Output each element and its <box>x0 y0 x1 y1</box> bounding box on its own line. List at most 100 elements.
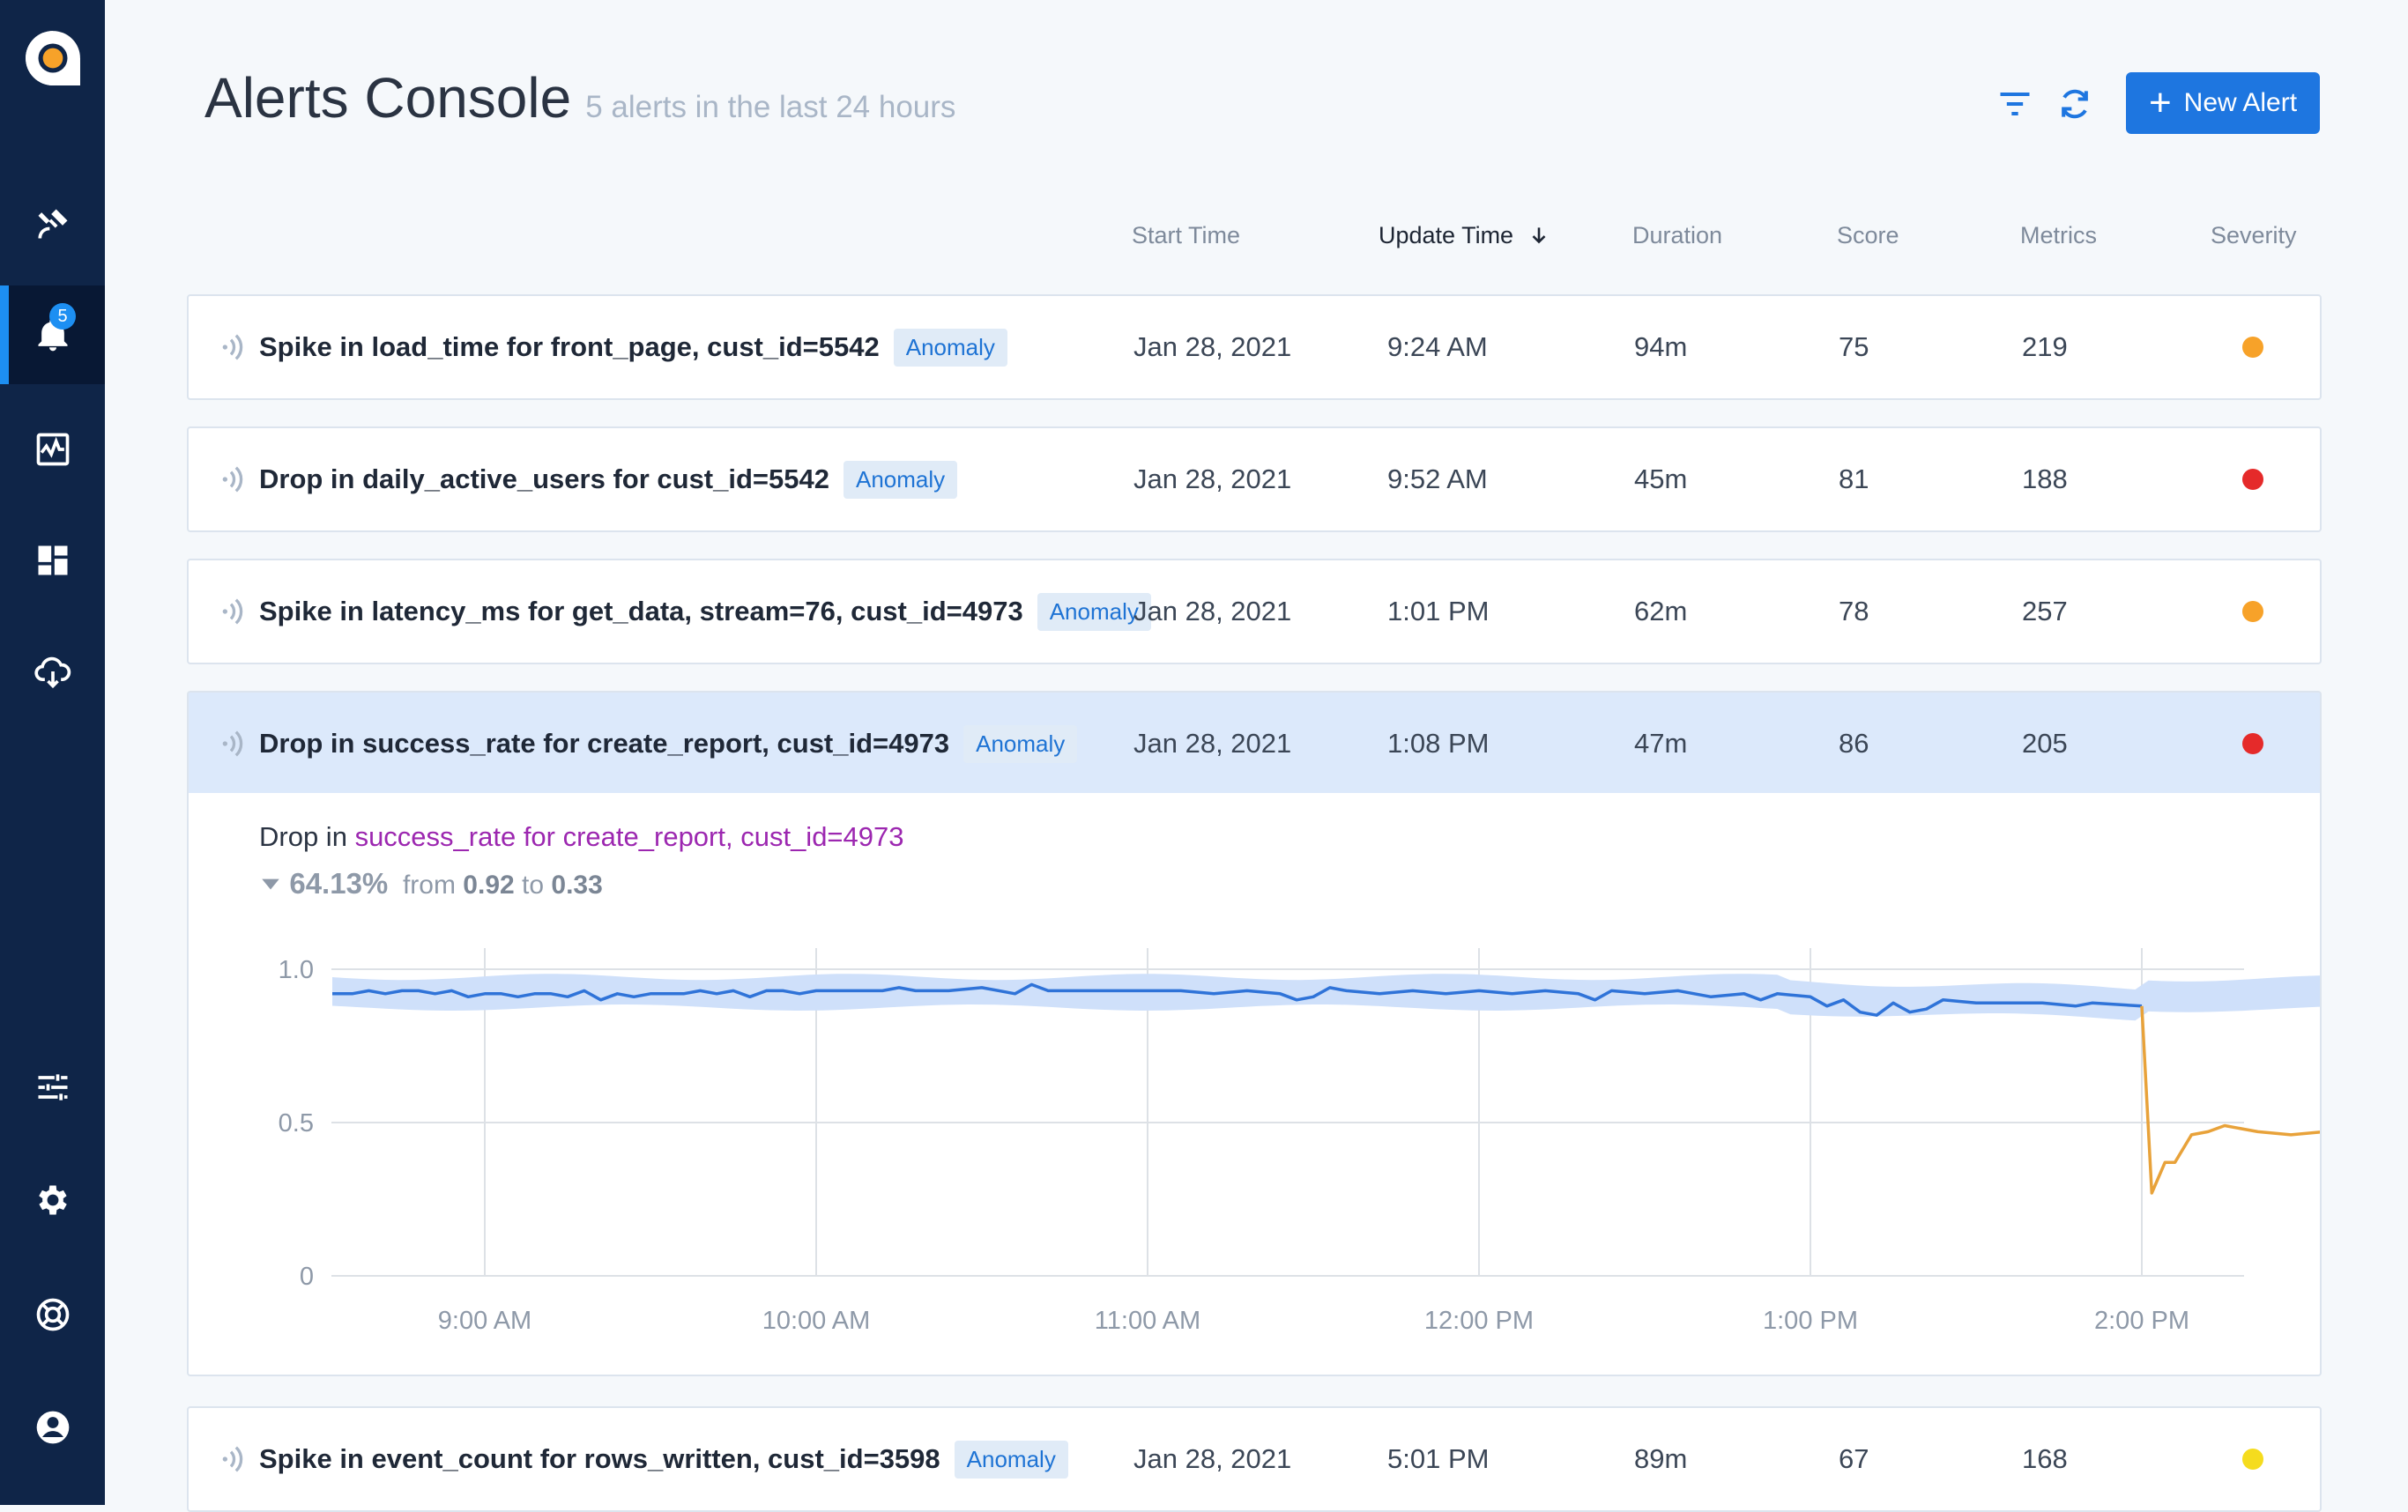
new-alert-button[interactable]: + New Alert <box>2126 72 2320 134</box>
column-duration[interactable]: Duration <box>1632 222 1723 248</box>
detail-prefix: Drop in <box>259 821 347 852</box>
alert-name-text: Spike in latency_ms for get_data, stream… <box>259 596 1023 626</box>
score: 86 <box>1839 728 1869 759</box>
new-alert-label: New Alert <box>2183 88 2298 117</box>
detail-title: Drop in success_rate for create_report, … <box>259 821 904 853</box>
x-tick-label: 1:00 PM <box>1763 1307 1858 1335</box>
signal-icon <box>222 598 243 625</box>
alert-row[interactable]: Drop in success_rate for create_report, … <box>187 691 2322 795</box>
severity-dot <box>2242 1449 2263 1470</box>
activity-icon <box>36 433 69 466</box>
change-percent: 64.13% <box>289 867 389 900</box>
plus-icon: + <box>2148 81 2172 124</box>
alert-detail-panel: Drop in success_rate for create_report, … <box>187 793 2322 1376</box>
column-metrics[interactable]: Metrics <box>2020 222 2097 248</box>
signal-icon <box>222 730 243 757</box>
start-time: Jan 28, 2021 <box>1133 728 1292 759</box>
column-update-time-label: Update Time <box>1379 222 1514 248</box>
duration: 94m <box>1634 331 1688 362</box>
signal-icon <box>222 1446 243 1472</box>
score: 81 <box>1839 463 1869 494</box>
alert-row[interactable]: Spike in event_count for rows_written, c… <box>187 1406 2322 1512</box>
y-tick-label: 1.0 <box>279 956 314 984</box>
column-severity[interactable]: Severity <box>2211 222 2297 248</box>
metrics-count: 219 <box>2022 331 2068 362</box>
nav-alerts[interactable]: 5 <box>0 285 105 384</box>
alert-name-text: Spike in event_count for rows_written, c… <box>259 1443 940 1474</box>
nav-upload[interactable] <box>0 622 105 721</box>
detail-metric[interactable]: success_rate for create_report, cust_id=… <box>354 821 904 852</box>
alert-name: Drop in success_rate for create_report, … <box>259 693 1078 795</box>
logo-icon <box>25 31 80 85</box>
update-time: 9:52 AM <box>1387 463 1488 494</box>
refresh-icon[interactable] <box>2055 85 2094 123</box>
signal-icon <box>222 334 243 360</box>
nav-help[interactable] <box>0 1265 105 1364</box>
page-title: Alerts Console <box>204 66 572 130</box>
severity-dot <box>2242 337 2263 358</box>
metric-line[interactable] <box>332 982 2143 1017</box>
user-icon <box>36 1411 69 1444</box>
x-tick-label: 9:00 AM <box>438 1307 531 1335</box>
success-rate-chart: 1.0 0.5 0 9:00 AM 10:00 AM 11:00 AM 12:00 PM 1:… <box>279 948 2320 1335</box>
start-time: Jan 28, 2021 <box>1133 331 1292 362</box>
alert-name: Spike in load_time for front_page, cust_… <box>259 296 1007 398</box>
from-value: 0.92 <box>463 871 515 900</box>
start-time: Jan 28, 2021 <box>1133 463 1292 494</box>
x-tick-label: 2:00 PM <box>2094 1307 2189 1335</box>
metrics-count: 188 <box>2022 463 2068 494</box>
metrics-count: 257 <box>2022 596 2068 626</box>
dashboard-icon <box>38 545 67 575</box>
x-tick-label: 12:00 PM <box>1424 1307 1534 1335</box>
duration: 47m <box>1634 728 1688 759</box>
nav-account[interactable] <box>0 1378 105 1477</box>
alert-name-text: Drop in daily_active_users for cust_id=5… <box>259 463 829 494</box>
triangle-down-icon <box>262 878 279 890</box>
severity-dot <box>2242 469 2263 490</box>
x-tick-label: 10:00 AM <box>762 1307 871 1335</box>
column-score[interactable]: Score <box>1837 222 1899 248</box>
alert-name-text: Spike in load_time for front_page, cust_… <box>259 331 880 362</box>
nav-metrics[interactable] <box>0 400 105 499</box>
gear-icon <box>38 1185 67 1215</box>
anomaly-tag: Anomaly <box>1037 592 1151 631</box>
metrics-count: 168 <box>2022 1443 2068 1474</box>
to-word: to <box>522 871 545 900</box>
update-time: 5:01 PM <box>1387 1443 1490 1474</box>
y-tick-label: 0 <box>300 1263 314 1291</box>
page-subtitle: 5 alerts in the last 24 hours <box>585 90 956 124</box>
alert-name: Drop in daily_active_users for cust_id=5… <box>259 428 958 530</box>
score: 75 <box>1839 331 1869 362</box>
logo[interactable] <box>0 9 105 107</box>
lifebuoy-icon <box>36 1298 69 1331</box>
nav-tune[interactable] <box>0 1038 105 1137</box>
anomaly-line[interactable] <box>2140 994 2320 1195</box>
to-value: 0.33 <box>551 871 603 900</box>
from-word: from <box>402 871 456 900</box>
alert-row[interactable]: Spike in load_time for front_page, cust_… <box>187 294 2322 400</box>
metrics-count: 205 <box>2022 728 2068 759</box>
alert-row[interactable]: Spike in latency_ms for get_data, stream… <box>187 559 2322 664</box>
sidebar: 5 <box>0 0 105 1505</box>
cloud-upload-icon <box>33 656 71 689</box>
alert-name-text: Drop in success_rate for create_report, … <box>259 728 950 759</box>
signal-icon <box>222 466 243 493</box>
duration: 89m <box>1634 1443 1688 1474</box>
duration: 62m <box>1634 596 1688 626</box>
update-time: 1:01 PM <box>1387 596 1490 626</box>
alert-row[interactable]: Drop in daily_active_users for cust_id=5… <box>187 426 2322 532</box>
column-start-time[interactable]: Start Time <box>1132 222 1241 248</box>
start-time: Jan 28, 2021 <box>1133 596 1292 626</box>
nav-explore[interactable] <box>0 174 105 273</box>
arrow-down-icon <box>1532 227 1546 244</box>
nav-dashboards[interactable] <box>0 511 105 610</box>
alert-name: Spike in latency_ms for get_data, stream… <box>259 560 1151 663</box>
column-update-time[interactable]: Update Time <box>1379 222 1550 249</box>
nav-settings[interactable] <box>0 1151 105 1249</box>
alert-name: Spike in event_count for rows_written, c… <box>259 1408 1068 1510</box>
filter-icon[interactable] <box>1996 85 2034 123</box>
anomaly-tag: Anomaly <box>844 460 958 499</box>
y-tick-label: 0.5 <box>279 1109 314 1138</box>
page-header: Alerts Console 5 alerts in the last 24 h… <box>204 65 955 130</box>
x-tick-label: 11:00 AM <box>1095 1307 1200 1335</box>
